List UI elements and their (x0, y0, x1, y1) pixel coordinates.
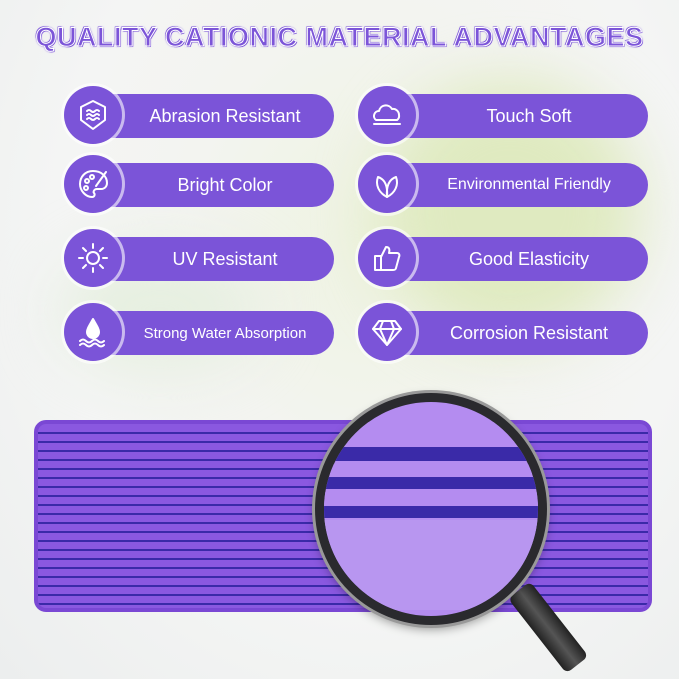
water-drop-icon (64, 303, 122, 361)
fiber-band (324, 422, 538, 442)
fiber-band (324, 464, 538, 474)
shield-waves-icon (64, 86, 122, 144)
stripe (38, 594, 648, 596)
fiber-band (324, 520, 538, 610)
fiber-band (324, 506, 538, 518)
feature-label: Strong Water Absorption (92, 311, 334, 355)
feature-label: UV Resistant (92, 237, 334, 281)
feature-label: Environmental Friendly (386, 163, 648, 207)
thumbs-up-icon (358, 229, 416, 287)
feature-label: Abrasion Resistant (92, 94, 334, 138)
magnifying-glass (315, 393, 547, 625)
fiber-band (324, 492, 538, 506)
stripe (38, 585, 648, 587)
feature-label: Bright Color (92, 163, 334, 207)
fiber-band (324, 477, 538, 489)
sun-icon (64, 229, 122, 287)
stripe (38, 603, 648, 605)
leaves-icon (358, 155, 416, 213)
fiber-band (324, 447, 538, 461)
cloud-icon (358, 86, 416, 144)
feature-label: Touch Soft (386, 94, 648, 138)
feature-label: Corrosion Resistant (386, 311, 648, 355)
page-title: QUALITY CATIONIC MATERIAL ADVANTAGES (35, 22, 644, 53)
palette-icon (64, 155, 122, 213)
feature-label: Good Elasticity (386, 237, 648, 281)
diamond-icon (358, 303, 416, 361)
